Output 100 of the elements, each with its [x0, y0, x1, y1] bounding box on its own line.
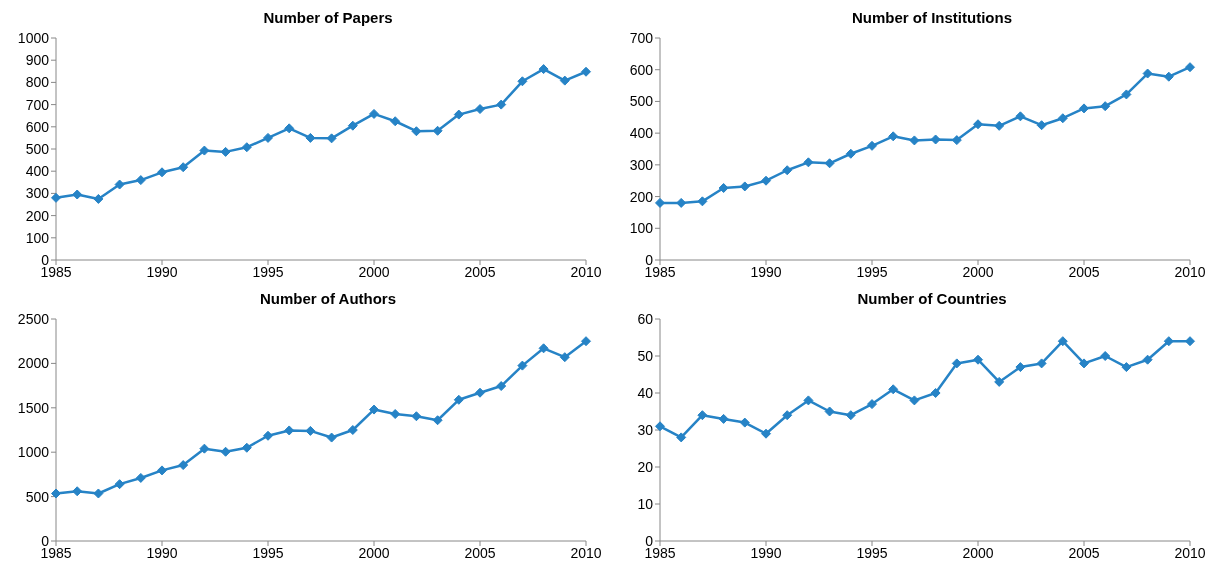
x-tick-label: 2000: [962, 263, 994, 280]
point: [676, 432, 687, 443]
point: [739, 181, 750, 192]
y-tick-label: 400: [629, 125, 654, 142]
x-tick-label: 2010: [570, 263, 602, 280]
point: [517, 360, 528, 371]
point: [1079, 358, 1089, 369]
point: [114, 179, 125, 190]
x-tick-label: 2000: [358, 263, 390, 280]
point: [390, 409, 401, 420]
point: [241, 142, 252, 153]
y-tick-label: 100: [25, 229, 50, 246]
y-tick-label: 600: [629, 61, 654, 78]
point: [845, 410, 856, 421]
x-tick-label: 2010: [1174, 263, 1206, 280]
point: [951, 358, 962, 369]
x-tick-label: 2005: [1068, 544, 1100, 561]
point: [581, 66, 591, 77]
y-tick-label: 0: [645, 251, 654, 268]
point: [475, 387, 485, 398]
y-tick-label: 60: [637, 310, 654, 327]
point: [909, 395, 920, 406]
point: [824, 406, 835, 417]
point: [1079, 103, 1089, 114]
point: [888, 384, 899, 395]
x-tick-label: 1990: [146, 263, 178, 280]
x-tick-label: 1990: [146, 544, 178, 561]
point: [867, 140, 877, 151]
chart-title: Number of Countries: [856, 289, 1008, 309]
point: [411, 411, 422, 422]
point: [157, 167, 167, 178]
y-tick-label: 400: [25, 163, 50, 180]
point: [538, 64, 549, 75]
point: [1163, 336, 1174, 347]
point: [824, 158, 835, 169]
point: [517, 76, 528, 87]
point: [655, 421, 665, 432]
point: [909, 135, 920, 146]
x-tick-label: 2000: [358, 544, 390, 561]
point: [305, 425, 316, 436]
point: [51, 488, 61, 499]
point: [326, 133, 337, 144]
point: [157, 465, 167, 476]
y-tick-label: 0: [41, 251, 50, 268]
point: [1036, 120, 1047, 131]
point: [411, 126, 422, 137]
point: [284, 425, 295, 436]
point: [761, 175, 771, 186]
point: [718, 183, 729, 194]
point: [1100, 101, 1111, 112]
point: [475, 104, 485, 115]
x-tick-label: 1995: [252, 263, 284, 280]
y-tick-label: 0: [41, 532, 50, 549]
point: [739, 417, 750, 428]
point: [1142, 354, 1153, 365]
point: [1015, 362, 1026, 373]
y-tick-label: 300: [25, 185, 50, 202]
point: [1036, 358, 1047, 369]
point: [326, 432, 337, 443]
y-tick-label: 100: [629, 220, 654, 237]
x-tick-label: 1995: [856, 263, 888, 280]
point: [390, 116, 401, 127]
point: [559, 75, 570, 86]
point: [432, 415, 443, 426]
point: [453, 394, 464, 405]
point: [581, 336, 591, 347]
point: [1057, 113, 1068, 124]
y-tick-label: 600: [25, 118, 50, 135]
y-tick-label: 900: [25, 52, 50, 69]
point: [369, 108, 379, 119]
point: [930, 134, 941, 145]
point: [973, 354, 983, 365]
x-tick-label: 1995: [856, 544, 888, 561]
point: [867, 399, 877, 410]
y-tick-label: 200: [25, 207, 50, 224]
point: [263, 430, 273, 441]
point: [241, 442, 252, 453]
point: [263, 132, 273, 143]
point: [803, 157, 814, 168]
point: [1121, 89, 1132, 100]
point: [845, 148, 856, 159]
point: [284, 123, 295, 134]
point: [369, 404, 379, 415]
point: [994, 376, 1005, 387]
point: [782, 165, 793, 176]
chart-title: Number of Authors: [258, 289, 398, 309]
point: [994, 120, 1005, 131]
point: [1185, 336, 1195, 347]
x-tick-label: 2000: [962, 544, 994, 561]
point: [220, 146, 231, 157]
point: [655, 197, 665, 208]
y-tick-label: 800: [25, 74, 50, 91]
point: [803, 395, 814, 406]
point: [930, 388, 941, 398]
x-tick-label: 1990: [750, 544, 782, 561]
y-tick-label: 2500: [17, 310, 50, 327]
x-tick-label: 1995: [252, 544, 284, 561]
y-tick-label: 10: [637, 495, 654, 512]
point: [676, 197, 687, 208]
point: [1057, 336, 1068, 347]
